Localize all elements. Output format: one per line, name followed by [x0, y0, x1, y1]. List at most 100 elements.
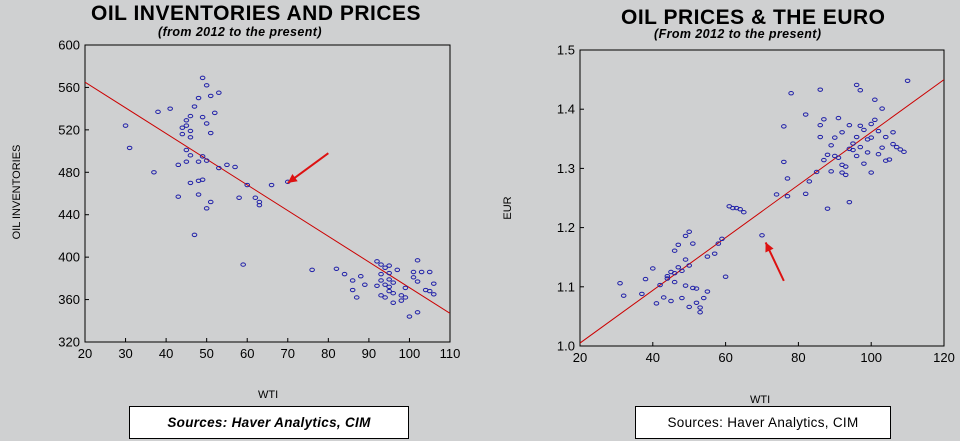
x-tick-label: 70 — [281, 346, 295, 361]
data-point — [167, 106, 173, 111]
y-tick-label: 440 — [58, 207, 80, 222]
x-tick-label: 60 — [240, 346, 254, 361]
data-point — [675, 265, 682, 270]
source-box-right: Sources: Haver Analytics, CIM — [635, 406, 891, 439]
data-point — [904, 78, 911, 83]
data-point — [382, 295, 388, 300]
data-point — [191, 232, 198, 238]
data-point — [817, 122, 824, 128]
data-point — [179, 131, 186, 137]
data-point — [418, 269, 425, 275]
data-point — [853, 134, 860, 140]
data-point — [183, 118, 190, 123]
data-point — [890, 130, 896, 135]
data-point — [398, 298, 405, 303]
data-point — [398, 293, 405, 298]
data-point — [828, 143, 834, 148]
x-tick-label: 100 — [399, 346, 421, 361]
x-tick-label: 90 — [362, 346, 376, 361]
data-point — [402, 285, 409, 291]
data-point — [660, 295, 667, 300]
data-point — [704, 289, 711, 294]
data-point — [216, 165, 222, 171]
data-point — [857, 144, 864, 150]
data-point — [252, 195, 259, 200]
data-point — [842, 164, 849, 169]
data-point — [875, 128, 882, 134]
x-tick-label: 50 — [199, 346, 213, 361]
data-point — [857, 123, 864, 128]
data-point — [126, 145, 133, 151]
data-point — [175, 162, 182, 168]
data-point — [183, 123, 190, 128]
data-point — [155, 109, 161, 115]
data-point — [682, 233, 689, 239]
data-point — [864, 150, 871, 155]
data-point — [711, 251, 718, 256]
data-point — [817, 87, 824, 92]
data-point — [690, 285, 696, 291]
data-point — [773, 192, 780, 197]
data-point — [846, 122, 853, 128]
data-point — [191, 104, 198, 109]
data-point — [410, 269, 417, 275]
data-point — [122, 123, 129, 128]
data-point — [781, 159, 787, 165]
data-point — [175, 194, 182, 199]
x-tick-label: 40 — [159, 346, 173, 361]
y-tick-label: 480 — [58, 165, 80, 180]
data-point — [890, 141, 896, 147]
data-point — [835, 155, 842, 160]
y-tick-label: 1.3 — [557, 161, 575, 176]
data-point — [402, 295, 409, 300]
data-point — [828, 169, 834, 174]
trendline — [580, 79, 944, 344]
x-axis-label-right: WTI — [750, 394, 771, 406]
data-point — [203, 158, 210, 163]
source-box-left: Sources: Haver Analytics, CIM — [129, 406, 409, 439]
data-point — [693, 300, 700, 305]
data-point — [722, 274, 729, 279]
plot-frame — [579, 49, 945, 347]
data-point — [642, 276, 649, 282]
source-text-left: Sources: Haver Analytics, CIM — [167, 415, 371, 430]
chart-title-right: OIL PRICES & THE EURO — [621, 6, 886, 29]
source-text-right: Sources: Haver Analytics, CIM — [667, 415, 859, 430]
data-point — [759, 233, 765, 238]
data-point — [850, 141, 856, 146]
data-point — [857, 88, 864, 93]
data-point — [240, 262, 246, 267]
y-tick-label: 1.2 — [557, 220, 575, 235]
data-point — [357, 274, 364, 279]
data-point — [353, 295, 360, 300]
data-point — [617, 281, 623, 286]
data-point — [378, 262, 384, 267]
data-point — [821, 117, 827, 122]
data-point — [868, 135, 875, 140]
data-point — [216, 90, 222, 95]
data-point — [730, 205, 736, 211]
data-point — [882, 134, 889, 140]
plot-frame — [84, 44, 451, 343]
data-point — [686, 229, 692, 234]
data-point — [199, 154, 206, 159]
data-point — [309, 267, 315, 273]
data-point — [679, 268, 685, 274]
data-point — [686, 263, 692, 268]
data-point — [374, 283, 380, 288]
x-tick-label: 20 — [78, 346, 92, 361]
data-point — [232, 164, 238, 170]
data-point — [824, 206, 831, 211]
data-point — [386, 288, 392, 294]
y-tick-label: 1.5 — [557, 43, 575, 58]
data-point — [203, 121, 210, 126]
data-point — [207, 130, 214, 136]
data-point — [349, 278, 356, 283]
data-point — [620, 293, 627, 298]
data-point — [784, 194, 791, 199]
data-point — [244, 182, 251, 188]
data-point — [211, 110, 218, 116]
data-point — [653, 301, 660, 306]
data-point — [256, 202, 263, 208]
